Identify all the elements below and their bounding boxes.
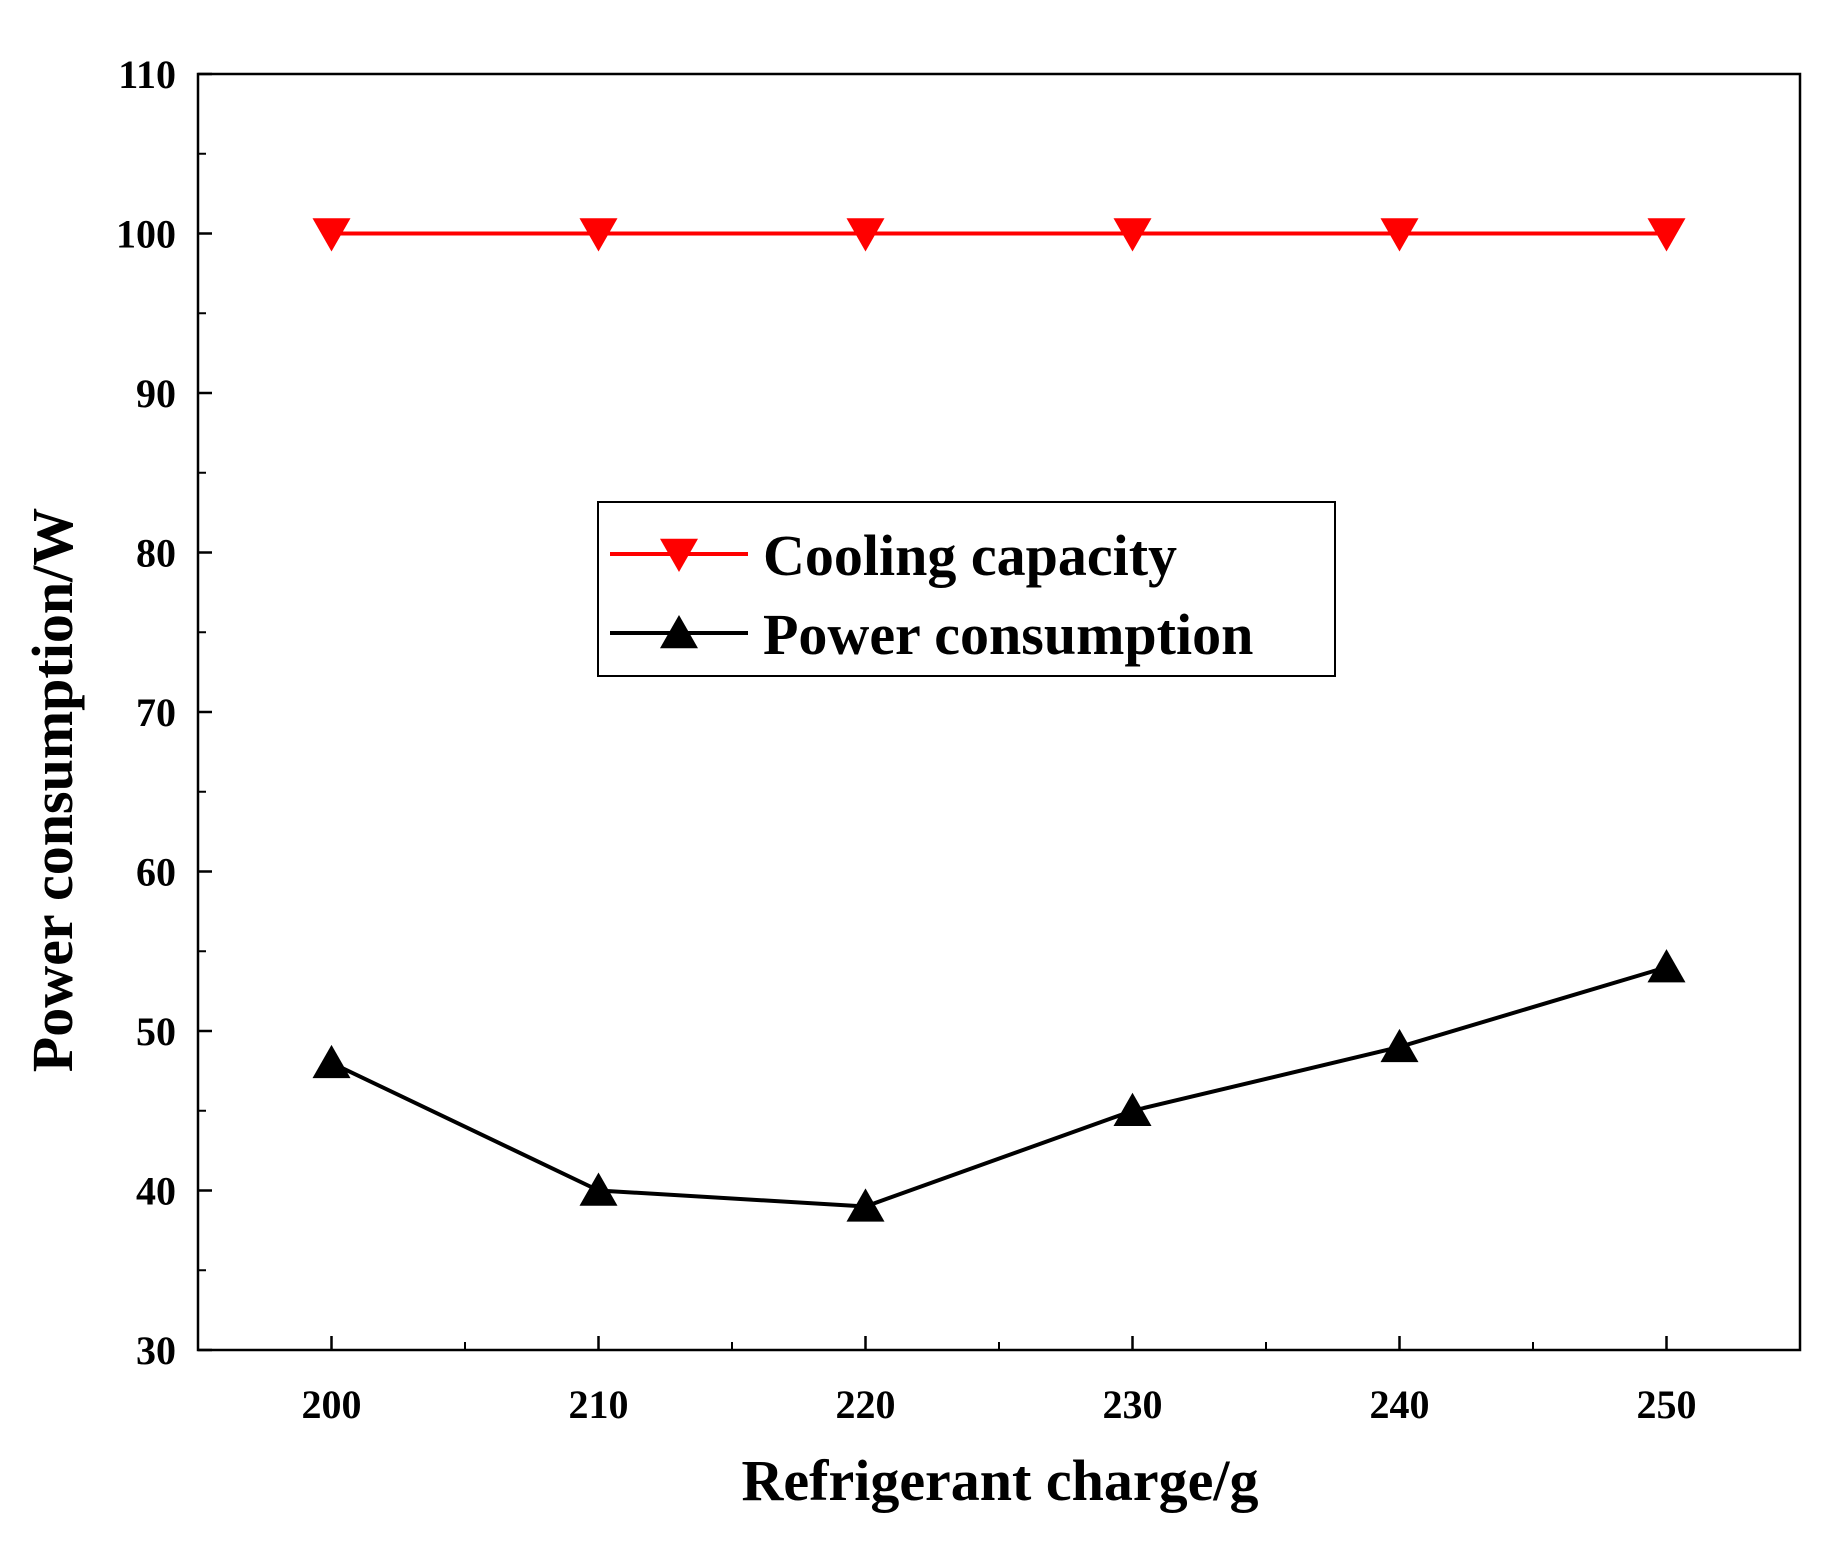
series-cooling-capacity xyxy=(312,218,1686,252)
legend: Cooling capacity Power consumption xyxy=(597,501,1336,677)
data-point xyxy=(579,1172,618,1206)
x-tick-label: 200 xyxy=(302,1382,362,1427)
data-point xyxy=(1113,218,1152,252)
plot-frame xyxy=(196,72,1802,1352)
data-point xyxy=(846,218,885,252)
legend-marker xyxy=(660,538,698,573)
data-point xyxy=(312,218,351,252)
y-tick-label: 30 xyxy=(136,1328,176,1373)
x-axis-title: Refrigerant charge/g xyxy=(742,1448,1259,1513)
x-tick-label: 220 xyxy=(836,1382,896,1427)
series-layer xyxy=(312,218,1686,1222)
x-tick-label: 250 xyxy=(1637,1382,1697,1427)
y-tick-label: 40 xyxy=(136,1169,176,1214)
x-tick-labels: 200 210 220 230 240 250 xyxy=(302,1382,1697,1427)
y-tick-label: 100 xyxy=(116,212,176,257)
y-tick-labels: 30 40 50 60 70 80 90 100 110 xyxy=(116,52,176,1373)
x-tick-label: 240 xyxy=(1370,1382,1430,1427)
legend-label: Cooling capacity xyxy=(763,523,1177,588)
data-point xyxy=(1113,1092,1152,1126)
y-tick-label: 80 xyxy=(136,531,176,576)
y-tick-label: 90 xyxy=(136,371,176,416)
data-point xyxy=(579,218,618,252)
y-axis-title: Power consumption/W xyxy=(20,508,85,1072)
y-tick-label: 60 xyxy=(136,850,176,895)
data-point xyxy=(1380,1028,1419,1063)
x-tick-label: 210 xyxy=(569,1382,629,1427)
series-power-consumption xyxy=(312,949,1686,1222)
axis-ticks xyxy=(198,72,1668,1352)
series-line xyxy=(330,965,1668,1209)
data-point xyxy=(846,1188,885,1222)
legend-label: Power consumption xyxy=(763,602,1253,667)
y-tick-label: 110 xyxy=(118,52,176,97)
data-point xyxy=(1647,949,1686,983)
y-tick-label: 50 xyxy=(136,1009,176,1054)
legend-box xyxy=(597,501,1336,677)
legend-marker xyxy=(660,614,698,649)
data-point xyxy=(312,1044,351,1079)
y-tick-label: 70 xyxy=(136,690,176,735)
data-point xyxy=(1647,218,1686,252)
data-point xyxy=(1380,218,1419,252)
x-tick-label: 230 xyxy=(1103,1382,1163,1427)
